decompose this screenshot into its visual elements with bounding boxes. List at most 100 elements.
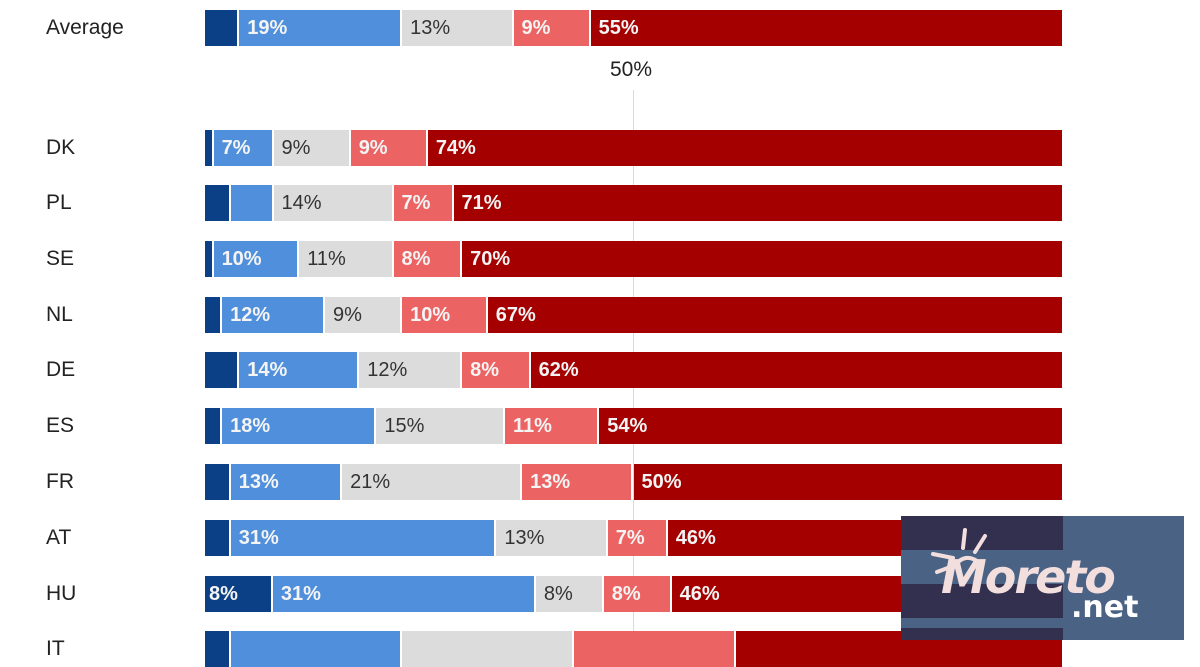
bar-segment-4: 8%	[603, 576, 672, 612]
data-label: 9%	[332, 304, 362, 326]
data-label: 11%	[512, 415, 552, 437]
bar-segment-4: 9%	[350, 130, 428, 166]
category-label: HU	[46, 582, 77, 605]
data-label: 9%	[521, 17, 551, 39]
data-label: 8%	[401, 248, 431, 270]
bar-segment-3: 13%	[402, 10, 514, 46]
data-label: 12%	[230, 304, 271, 326]
bar-segment-1	[205, 130, 214, 166]
bar-segment-1	[205, 464, 231, 500]
category-label: ES	[46, 414, 75, 437]
bar-segment-5: 50%	[633, 464, 1062, 500]
data-label: 13%	[504, 527, 545, 549]
data-label: 13%	[530, 471, 571, 493]
bar-segment-4: 8%	[393, 241, 463, 277]
bar-segment-1	[205, 520, 231, 556]
data-label: 15%	[384, 415, 425, 437]
bar-row-average: 19% 13% 9% 55%	[205, 10, 1062, 46]
bar-segment-3: 14%	[273, 185, 394, 221]
watermark-stripe	[901, 584, 1063, 618]
sun-icon	[931, 528, 987, 574]
category-label: IT	[46, 637, 65, 660]
watermark-stripe	[901, 628, 1063, 640]
category-label: AT	[46, 526, 72, 549]
bar-segment-1	[205, 241, 214, 277]
bar-segment-1	[205, 408, 223, 444]
bar-segment-4: 10%	[402, 297, 488, 333]
data-label: 7%	[401, 192, 431, 214]
data-label: 9%	[358, 137, 388, 159]
bar-segment-3: 21%	[342, 464, 523, 500]
category-label: NL	[46, 303, 73, 326]
bar-segment-2: 12%	[222, 297, 325, 333]
bar-segment-4: 9%	[513, 10, 591, 46]
bar-segment-1	[205, 185, 231, 221]
bar-segment-4: 13%	[522, 464, 634, 500]
data-label: 13%	[410, 17, 451, 39]
bar-row-fr: 13% 21% 13% 50%	[205, 464, 1062, 500]
category-label: SE	[46, 247, 75, 270]
bar-segment-2: 31%	[272, 576, 536, 612]
bar-row-se: 10% 11% 8% 70%	[205, 241, 1062, 277]
bar-segment-5: 70%	[462, 241, 1062, 277]
bar-segment-2: 13%	[230, 464, 343, 500]
bar-segment-5: 62%	[530, 352, 1062, 388]
data-label: 10%	[221, 248, 262, 270]
bar-segment-5: 71%	[453, 185, 1062, 221]
category-label: Average	[46, 16, 124, 39]
data-label: 10%	[410, 304, 451, 326]
data-label: 8%	[209, 583, 238, 605]
bar-segment-1	[205, 352, 240, 388]
bar-segment-1	[205, 297, 223, 333]
watermark-brand: Moreto	[941, 550, 1116, 604]
bar-segment-5: 74%	[427, 130, 1062, 166]
bar-segment-4: 8%	[462, 352, 531, 388]
data-label: 14%	[281, 192, 322, 214]
bar-segment-2: 14%	[239, 352, 360, 388]
watermark-logo: Moreto .net	[901, 516, 1184, 640]
data-label: 7%	[615, 527, 645, 549]
data-label: 74%	[435, 137, 476, 159]
bar-segment-1	[205, 631, 231, 667]
bar-row-dk: 7% 9% 9% 74%	[205, 130, 1062, 166]
bar-segment-4: 7%	[393, 185, 454, 221]
data-label: 70%	[470, 248, 511, 270]
bar-segment-2: 10%	[213, 241, 300, 277]
bar-segment-3: 15%	[376, 408, 505, 444]
bar-segment-1	[205, 10, 240, 46]
bar-segment-2: 7%	[213, 130, 274, 166]
bar-row-de: 14% 12% 8% 62%	[205, 352, 1062, 388]
data-label: 21%	[350, 471, 391, 493]
bar-row-pl: 14% 7% 71%	[205, 185, 1062, 221]
data-label: 31%	[280, 583, 321, 605]
bar-segment-2	[230, 631, 403, 667]
data-label: 67%	[495, 304, 536, 326]
bar-segment-2	[230, 185, 274, 221]
data-label: 13%	[238, 471, 279, 493]
category-label: FR	[46, 470, 74, 493]
bar-segment-3: 13%	[496, 520, 608, 556]
data-label: 46%	[679, 583, 720, 605]
bar-segment-4: 7%	[607, 520, 668, 556]
data-label: 31%	[238, 527, 279, 549]
bar-row-es: 18% 15% 11% 54%	[205, 408, 1062, 444]
bar-segment-3: 11%	[299, 241, 394, 277]
data-label: 46%	[675, 527, 716, 549]
bar-segment-2: 31%	[230, 520, 497, 556]
data-label: 8%	[611, 583, 641, 605]
data-label: 54%	[607, 415, 648, 437]
data-label: 7%	[221, 137, 251, 159]
watermark-suffix: .net	[1071, 590, 1139, 625]
bar-segment-1: 8%	[205, 576, 273, 612]
data-label: 8%	[543, 583, 573, 605]
bar-segment-3: 8%	[535, 576, 604, 612]
data-label: 12%	[367, 359, 408, 381]
bar-segment-3: 9%	[324, 297, 403, 333]
bar-segment-3	[402, 631, 574, 667]
data-label: 18%	[230, 415, 271, 437]
bar-segment-3: 12%	[359, 352, 463, 388]
bar-segment-5: 67%	[487, 297, 1062, 333]
category-label: DE	[46, 358, 76, 381]
data-label: 50%	[641, 471, 682, 493]
data-label: 19%	[247, 17, 288, 39]
